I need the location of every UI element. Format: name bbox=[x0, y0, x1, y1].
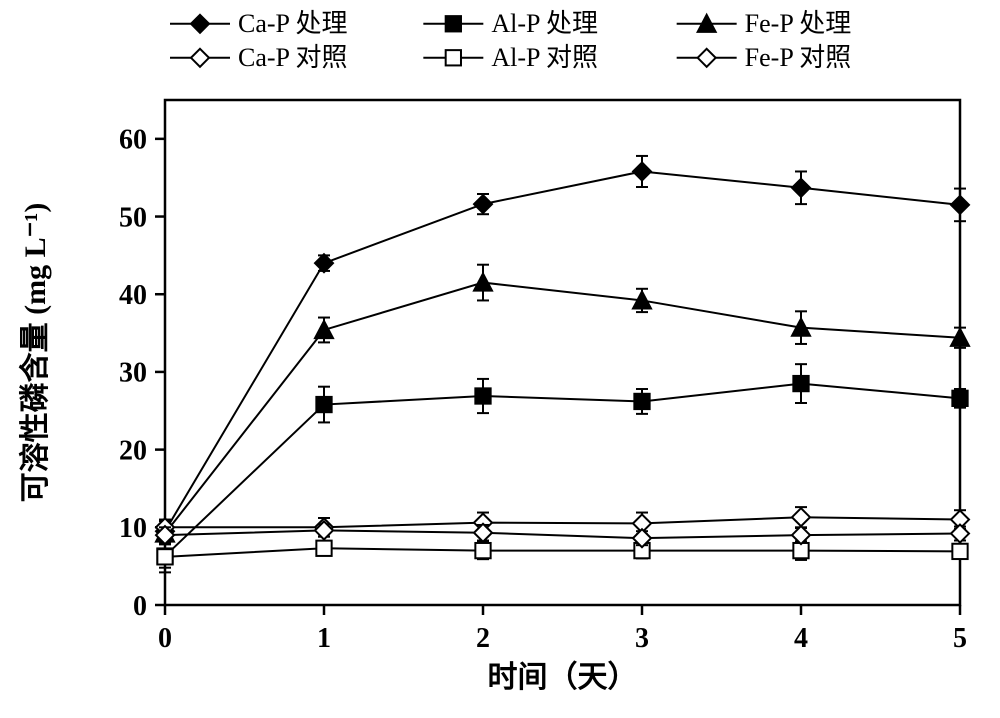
x-axis-label: 时间（天） bbox=[488, 660, 638, 694]
legend-label: Al-P 对照 bbox=[491, 43, 598, 72]
data-marker bbox=[474, 195, 492, 213]
data-marker bbox=[446, 16, 461, 31]
data-marker bbox=[315, 254, 333, 272]
data-marker bbox=[191, 49, 209, 67]
legend-label: Ca-P 处理 bbox=[238, 9, 348, 38]
data-marker bbox=[952, 544, 967, 559]
y-tick-label: 30 bbox=[119, 358, 147, 389]
data-marker bbox=[792, 508, 810, 526]
y-tick-label: 40 bbox=[119, 280, 147, 311]
legend-label: Fe-P 处理 bbox=[745, 9, 852, 38]
chart-svg: 0 1 2 3 4 5 时间（天） 0 10 20 30 40 50 60 可溶性磷含量 (mg L⁻¹) C… bbox=[0, 0, 1000, 718]
data-marker bbox=[446, 50, 461, 65]
y-tick-label: 50 bbox=[119, 202, 147, 233]
series-line bbox=[165, 548, 960, 557]
data-marker bbox=[634, 394, 649, 409]
series bbox=[156, 265, 969, 542]
x-tick-label: 0 bbox=[158, 623, 172, 654]
data-marker bbox=[316, 541, 331, 556]
series bbox=[157, 364, 967, 568]
data-marker bbox=[315, 321, 333, 338]
data-marker bbox=[191, 15, 209, 33]
data-marker bbox=[793, 376, 808, 391]
series-line bbox=[165, 517, 960, 527]
legend-label: Al-P 处理 bbox=[491, 9, 598, 38]
data-marker bbox=[698, 49, 716, 67]
plot-frame bbox=[165, 100, 960, 605]
data-marker bbox=[633, 162, 651, 180]
data-marker bbox=[951, 196, 969, 214]
legend: Ca-P 处理 Al-P 处理 Fe-P 处理 Ca-P 对照 Al-P 对照 Fe-P … bbox=[170, 9, 851, 72]
x-tick-label: 3 bbox=[635, 623, 649, 654]
series-line bbox=[165, 283, 960, 534]
series bbox=[156, 156, 969, 543]
chart-root: 0 1 2 3 4 5 时间（天） 0 10 20 30 40 50 60 可溶性磷含量 (mg L⁻¹) C… bbox=[0, 0, 1000, 718]
series-line bbox=[165, 384, 960, 556]
x-tick-label: 4 bbox=[794, 623, 808, 654]
y-tick-label: 10 bbox=[119, 513, 147, 544]
series-line bbox=[165, 530, 960, 538]
x-tick-label: 2 bbox=[476, 623, 490, 654]
legend-label: Fe-P 对照 bbox=[745, 43, 852, 72]
data-marker bbox=[316, 397, 331, 412]
y-axis-label: 可溶性磷含量 (mg L⁻¹) bbox=[18, 203, 52, 503]
data-marker bbox=[475, 543, 490, 558]
data-marker bbox=[157, 549, 172, 564]
legend-label: Ca-P 对照 bbox=[238, 43, 348, 72]
data-marker bbox=[474, 274, 492, 291]
data-marker bbox=[475, 388, 490, 403]
x-tick-label: 1 bbox=[317, 623, 331, 654]
data-marker bbox=[792, 179, 810, 197]
series bbox=[157, 541, 967, 573]
data-marker bbox=[951, 525, 969, 543]
y-tick-label: 60 bbox=[119, 125, 147, 156]
series bbox=[156, 521, 969, 547]
x-tick-label: 5 bbox=[953, 623, 967, 654]
y-tick-label: 20 bbox=[119, 435, 147, 466]
series-group bbox=[156, 156, 969, 572]
series-line bbox=[165, 171, 960, 531]
data-marker bbox=[792, 526, 810, 544]
data-marker bbox=[952, 391, 967, 406]
y-tick-label: 0 bbox=[133, 591, 147, 622]
